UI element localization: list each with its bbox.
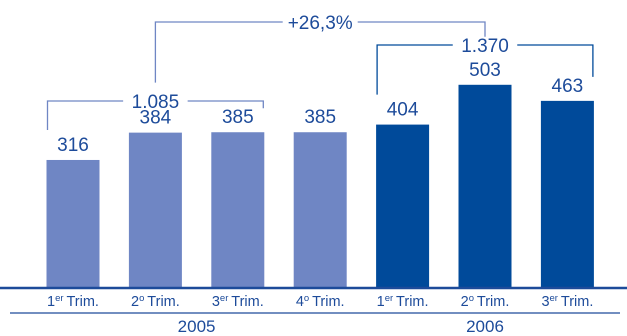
tick-label-5: 2o Trim.: [461, 293, 510, 310]
annotation-bracket-0: [46, 100, 264, 130]
bar-4: [376, 124, 430, 287]
bar-5: [458, 84, 512, 287]
value-label-1: 384: [140, 108, 172, 129]
year-label-2006: 2006: [466, 317, 504, 336]
value-label-3: 385: [304, 107, 336, 128]
tick-label-6: 3er Trim.: [541, 293, 593, 310]
annotation-label-1: 1.370: [461, 36, 509, 57]
tick-label-2: 3er Trim.: [212, 293, 264, 310]
bar-6: [540, 100, 594, 288]
tick-label-4: 1er Trim.: [377, 293, 429, 310]
bar-1: [128, 132, 182, 287]
year-label-2005: 2005: [178, 317, 216, 336]
value-label-2: 385: [222, 107, 254, 128]
annotation-label-0: 1.085: [132, 92, 180, 113]
annotation-label-2: +26,3%: [288, 13, 353, 34]
tick-label-1: 2o Trim.: [131, 293, 180, 310]
bar-3: [293, 132, 347, 287]
value-label-0: 316: [57, 135, 89, 156]
value-label-6: 463: [552, 76, 584, 97]
value-label-4: 404: [387, 100, 419, 121]
tick-label-0: 1er Trim.: [47, 293, 99, 310]
tick-label-3: 4o Trim.: [296, 293, 345, 310]
annotation-bracket-2: [154, 21, 486, 83]
bar-0: [46, 159, 100, 287]
value-label-5: 503: [469, 60, 501, 81]
bar-2: [211, 132, 265, 287]
annotation-bracket-1: [376, 44, 594, 95]
